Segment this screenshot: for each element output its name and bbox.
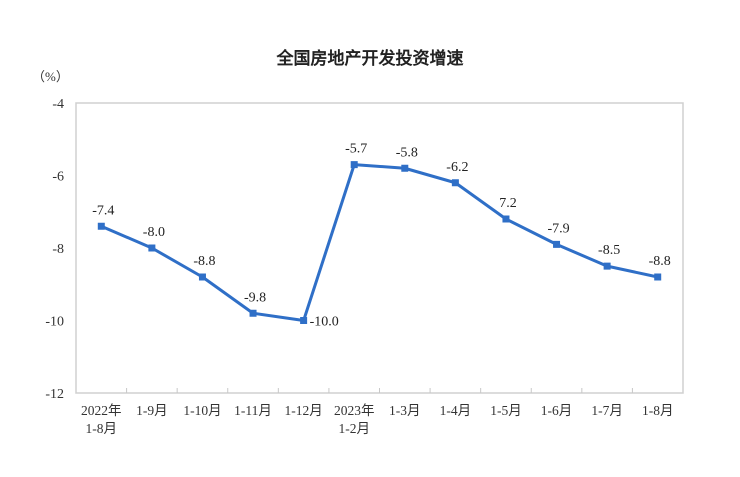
data-label: -7.9 [547, 221, 569, 236]
data-point [300, 317, 308, 324]
x-tick-label: 1-9月 [136, 403, 168, 418]
plot-frame [75, 102, 684, 394]
x-tick-label: 1-7月 [591, 403, 623, 418]
data-point [451, 179, 459, 187]
data-label: -8.8 [193, 254, 215, 269]
x-tick-label: 1-4月 [440, 403, 472, 418]
x-tick-label: 1-8月 [86, 421, 118, 436]
data-point [553, 240, 561, 248]
data-point [249, 309, 257, 317]
data-label: -6.2 [446, 160, 468, 175]
data-point [350, 161, 358, 169]
x-tick-label: 1-3月 [389, 403, 421, 418]
x-tick-label: 1-8月 [642, 403, 674, 418]
data-point [654, 273, 662, 281]
chart-title: 全国房地产开发投资增速 [276, 49, 464, 69]
data-label: -9.8 [244, 290, 266, 305]
data-point [148, 244, 156, 252]
data-label: -8.8 [649, 254, 671, 269]
y-tick-label: -10 [45, 315, 64, 330]
data-label: 7.2 [499, 196, 517, 211]
data-label: -10.0 [310, 315, 339, 330]
x-tick-label: 1-11月 [234, 403, 272, 418]
y-tick-label: -8 [52, 242, 64, 257]
data-label: -5.7 [345, 142, 367, 157]
data-label: -5.8 [396, 145, 418, 160]
y-axis-unit: （%） [32, 69, 69, 84]
data-point [198, 273, 206, 281]
x-tick-label: 1-5月 [490, 403, 522, 418]
x-tick-label: 1-10月 [183, 403, 221, 418]
data-label: -8.5 [598, 243, 620, 258]
data-point [401, 164, 409, 172]
x-tick-label: 1-12月 [285, 403, 323, 418]
y-tick-label: -12 [45, 387, 64, 402]
y-tick-label: -4 [52, 97, 64, 112]
y-tick-label: -6 [52, 170, 64, 185]
data-point [603, 262, 611, 270]
data-label: -8.0 [143, 225, 165, 240]
series-line [100, 163, 659, 322]
x-tick-label: 1-2月 [338, 421, 370, 436]
x-tick-label: 1-6月 [541, 403, 573, 418]
data-label: -7.4 [92, 203, 114, 218]
x-tick-label: 2022年 [81, 403, 122, 418]
data-point [97, 222, 105, 230]
x-tick-label: 2023年 [334, 403, 375, 418]
data-point [502, 215, 510, 223]
